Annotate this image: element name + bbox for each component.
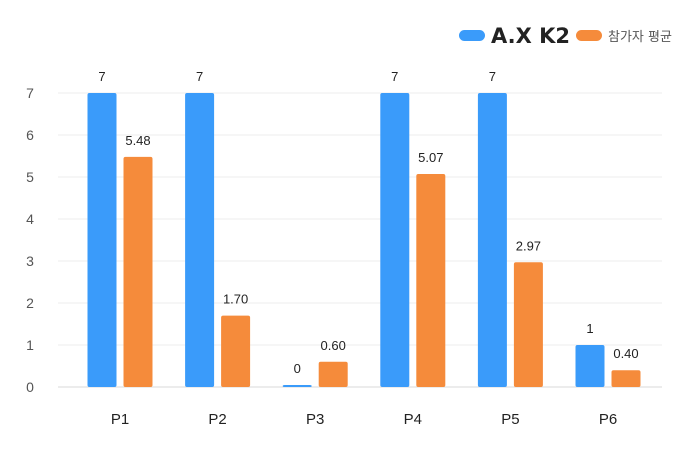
y-tick-label: 7 <box>26 85 34 101</box>
bar-ax-k2-p4 <box>380 93 410 387</box>
bars <box>87 93 641 387</box>
y-tick-label: 2 <box>26 295 34 311</box>
bar-ax-k2-p3 <box>282 385 312 387</box>
y-axis: 0 1 2 3 4 5 6 7 <box>26 85 34 395</box>
value-label-participant-average-p1: 5.48 <box>125 133 150 148</box>
bar-ax-k2-p2 <box>185 93 215 387</box>
value-label-ax-k2-p4: 7 <box>391 69 398 84</box>
x-tick-label: P1 <box>111 411 129 428</box>
value-label-participant-average-p4: 5.07 <box>418 150 443 165</box>
y-tick-label: 6 <box>26 127 34 143</box>
x-tick-label: P3 <box>306 411 324 428</box>
legend-swatch-participant-average <box>576 30 602 41</box>
x-tick-label: P5 <box>501 411 519 428</box>
bar-participant-average-p1 <box>123 156 153 387</box>
legend-label-participant-average: 참가자 평균 <box>608 30 672 45</box>
value-label-ax-k2-p2: 7 <box>196 69 203 84</box>
bar-ax-k2-p5 <box>477 93 507 387</box>
value-label-participant-average-p6: 0.40 <box>613 346 638 361</box>
value-label-participant-average-p3: 0.60 <box>321 338 346 353</box>
x-tick-label: P2 <box>208 411 226 428</box>
legend-label-ax-k2: A.X K2 <box>491 24 570 48</box>
value-labels: 7 5.48 7 1.70 0 0.60 7 5.07 7 2.97 1 0.40 <box>98 69 638 376</box>
y-tick-label: 5 <box>26 169 34 185</box>
value-label-ax-k2-p6: 1 <box>586 321 593 336</box>
value-label-participant-average-p5: 2.97 <box>516 238 541 253</box>
chart-legend: A.X K2 참가자 평균 <box>459 24 672 48</box>
y-tick-label: 3 <box>26 253 34 269</box>
value-label-ax-k2-p1: 7 <box>98 69 105 84</box>
bar-ax-k2-p1 <box>87 93 117 387</box>
y-tick-label: 1 <box>26 337 34 353</box>
bar-participant-average-p4 <box>416 174 446 387</box>
value-label-ax-k2-p3: 0 <box>294 361 301 376</box>
x-axis: P1 P2 P3 P4 P5 P6 <box>111 411 617 428</box>
x-tick-label: P4 <box>404 411 422 428</box>
gridlines <box>58 92 662 388</box>
legend-swatch-ax-k2 <box>459 30 485 41</box>
bar-participant-average-p5 <box>513 262 543 387</box>
bar-participant-average-p6 <box>611 370 641 387</box>
value-label-ax-k2-p5: 7 <box>489 69 496 84</box>
y-tick-label: 4 <box>26 211 34 227</box>
bar-participant-average-p2 <box>221 315 251 387</box>
bar-ax-k2-p6 <box>575 345 605 387</box>
value-label-participant-average-p2: 1.70 <box>223 292 248 307</box>
x-tick-label: P6 <box>599 411 617 428</box>
bar-participant-average-p3 <box>318 361 348 387</box>
y-tick-label: 0 <box>26 379 34 395</box>
